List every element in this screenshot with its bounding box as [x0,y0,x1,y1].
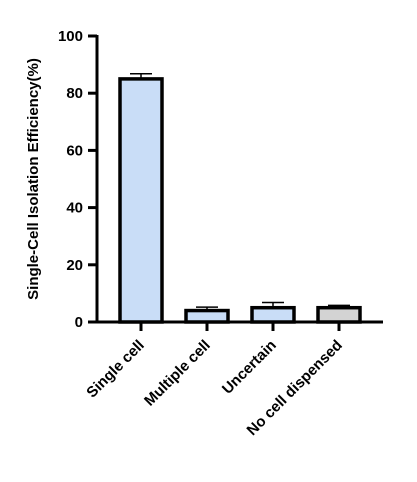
x-tick-label: Uncertain [219,337,280,398]
y-axis: 0 20 40 60 80 100 [58,28,99,331]
bar [184,308,230,324]
bar [316,305,362,324]
y-tick-label: 0 [75,314,83,331]
bars [118,73,362,324]
x-tick-label: Multiple cell [141,337,214,410]
y-axis-title: Single-Cell Isolation Efficiency(%) [25,58,42,300]
x-tick-label: Single cell [83,337,147,401]
y-tick-label: 20 [66,257,83,274]
bar [250,305,296,324]
bar [118,77,164,324]
y-tick-label: 40 [66,200,83,217]
y-tick-label: 80 [66,85,83,102]
y-tick-label: 100 [58,28,83,45]
y-tick-label: 60 [66,142,83,159]
